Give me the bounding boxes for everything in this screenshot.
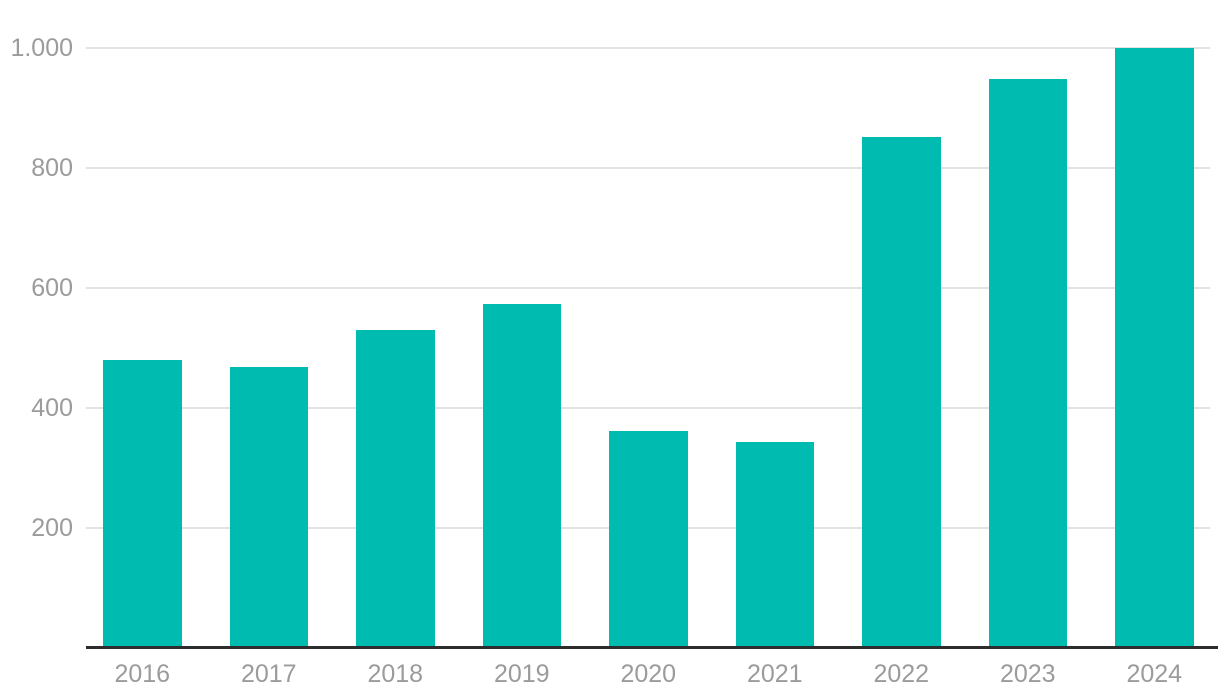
x-axis-line (86, 646, 1218, 649)
y-tick-label-600: 600 (31, 273, 73, 302)
bar-2018[interactable] (356, 329, 435, 649)
y-tick-label-1000: 1.000 (10, 33, 73, 62)
bar-2023[interactable] (988, 78, 1067, 649)
bar-2017[interactable] (229, 366, 308, 649)
bar-2024[interactable] (1115, 47, 1194, 649)
bar-2019[interactable] (482, 303, 561, 649)
x-tick-label-2019: 2019 (493, 660, 550, 688)
x-tick-label-2022: 2022 (873, 660, 930, 688)
y-tick-label-200: 200 (31, 513, 73, 542)
bar-2021[interactable] (735, 442, 814, 649)
x-tick-label-2024: 2024 (1126, 660, 1183, 688)
bar-2020[interactable] (609, 431, 688, 649)
gridline-1000 (86, 46, 1210, 49)
bar-2022[interactable] (862, 136, 941, 649)
x-tick-label-2016: 2016 (114, 660, 171, 688)
x-tick-label-2023: 2023 (999, 660, 1056, 688)
x-tick-label-2017: 2017 (240, 660, 297, 688)
y-tick-label-800: 800 (31, 153, 73, 182)
x-tick-label-2018: 2018 (367, 660, 424, 688)
x-tick-label-2020: 2020 (620, 660, 677, 688)
gridline-600 (86, 286, 1210, 289)
x-tick-label-2021: 2021 (746, 660, 803, 688)
y-tick-label-400: 400 (31, 393, 73, 422)
gridline-800 (86, 166, 1210, 169)
gridline-400 (86, 406, 1210, 409)
bar-2016[interactable] (103, 359, 182, 649)
